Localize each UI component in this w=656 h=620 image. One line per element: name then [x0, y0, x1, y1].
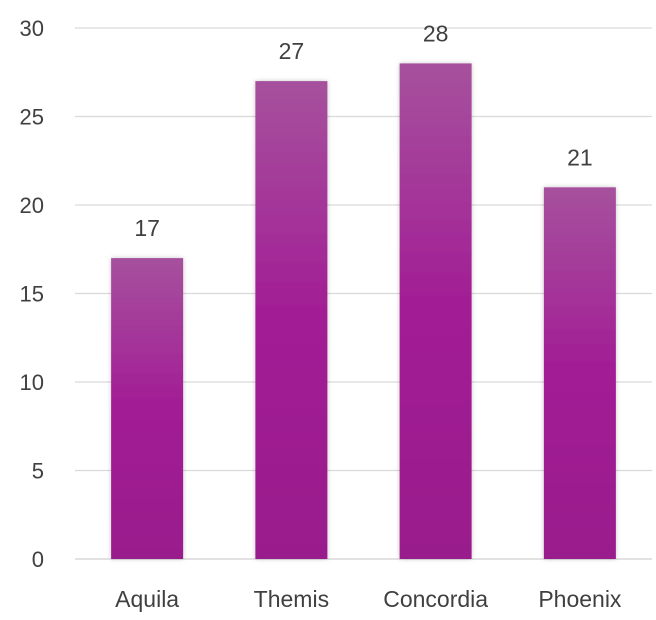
- y-tick-label: 30: [20, 16, 44, 41]
- bars: [111, 63, 616, 560]
- bar-phoenix: [543, 187, 616, 560]
- data-label-aquila: 17: [134, 215, 160, 241]
- y-tick-label: 15: [20, 282, 44, 307]
- x-axis-category-labels: Aquila Themis Concordia Phoenix: [115, 586, 622, 612]
- category-label-themis: Themis: [254, 586, 329, 612]
- y-tick-label: 10: [20, 370, 44, 395]
- data-label-phoenix: 21: [567, 144, 593, 170]
- bar-themis: [255, 81, 328, 559]
- data-label-themis: 27: [279, 38, 305, 64]
- category-label-concordia: Concordia: [383, 586, 488, 612]
- data-labels: 17 27 28 21: [134, 20, 592, 241]
- y-axis-tick-labels: 0 5 10 15 20 25 30: [20, 16, 44, 572]
- bar-aquila: [111, 258, 184, 559]
- category-label-phoenix: Phoenix: [538, 586, 622, 612]
- y-tick-label: 5: [32, 459, 44, 484]
- bar-concordia: [399, 63, 472, 560]
- y-tick-label: 0: [32, 547, 44, 572]
- data-label-concordia: 28: [423, 20, 449, 46]
- y-tick-label: 20: [20, 193, 44, 218]
- y-tick-label: 25: [20, 105, 44, 130]
- category-label-aquila: Aquila: [115, 586, 179, 612]
